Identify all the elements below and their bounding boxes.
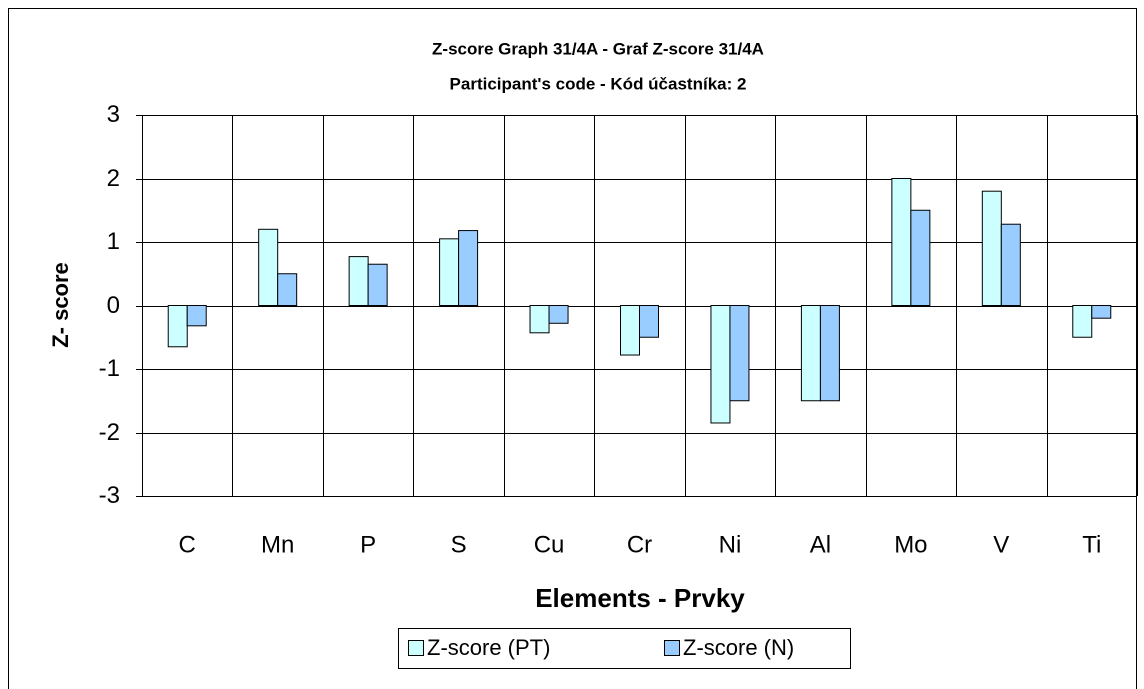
- y-tick-label: -3: [99, 482, 120, 509]
- x-tick-label: S: [451, 531, 467, 558]
- legend: [398, 628, 851, 669]
- chart-frame: [8, 8, 1137, 689]
- bar: [729, 305, 750, 402]
- chart-title: Z-score Graph 31/4A - Graf Z-score 31/4A: [432, 39, 764, 58]
- x-tick-label: Ni: [719, 531, 742, 558]
- bar: [258, 228, 279, 306]
- bar: [348, 256, 369, 307]
- bar: [981, 190, 1002, 306]
- legend-swatch: [664, 640, 680, 656]
- x-tick-label: C: [179, 531, 196, 558]
- y-tick-label: 0: [107, 292, 120, 319]
- bar: [548, 305, 569, 324]
- x-tick-label: Al: [810, 531, 831, 558]
- chart-subtitle: Participant's code - Kód účastníka: 2: [450, 74, 747, 93]
- y-tick-label: -2: [99, 419, 120, 446]
- x-tick-label: Ti: [1082, 531, 1101, 558]
- bar: [529, 305, 550, 334]
- bar: [710, 305, 731, 424]
- bar: [277, 273, 298, 306]
- bar: [639, 305, 659, 338]
- x-tick-label: Mo: [894, 531, 927, 558]
- bar: [167, 305, 188, 348]
- bar: [1000, 223, 1021, 306]
- bar: [458, 230, 479, 307]
- x-tick-label: Cr: [627, 531, 652, 558]
- bar: [186, 305, 207, 327]
- legend-label: Z-score (PT): [427, 635, 550, 660]
- x-axis-title: Elements - Prvky: [535, 583, 745, 613]
- bar: [367, 263, 388, 307]
- bar: [1091, 305, 1112, 319]
- bar: [439, 238, 460, 306]
- x-tick-label: P: [360, 531, 376, 558]
- y-axis-title: Z- score: [48, 262, 73, 348]
- legend-swatch: [408, 640, 424, 656]
- bar: [891, 178, 912, 306]
- x-tick-label: V: [993, 531, 1009, 558]
- bar: [800, 305, 821, 402]
- bar: [620, 305, 640, 356]
- y-tick-label: 1: [107, 228, 120, 255]
- y-tick-label: 3: [107, 101, 120, 128]
- bar: [910, 209, 931, 306]
- y-tick-label: -1: [99, 355, 120, 382]
- x-tick-label: Cu: [534, 531, 565, 558]
- bar: [1072, 305, 1093, 338]
- legend-label: Z-score (N): [683, 635, 794, 660]
- y-tick-label: 2: [107, 165, 120, 192]
- x-tick-label: Mn: [261, 531, 294, 558]
- bar: [819, 305, 840, 402]
